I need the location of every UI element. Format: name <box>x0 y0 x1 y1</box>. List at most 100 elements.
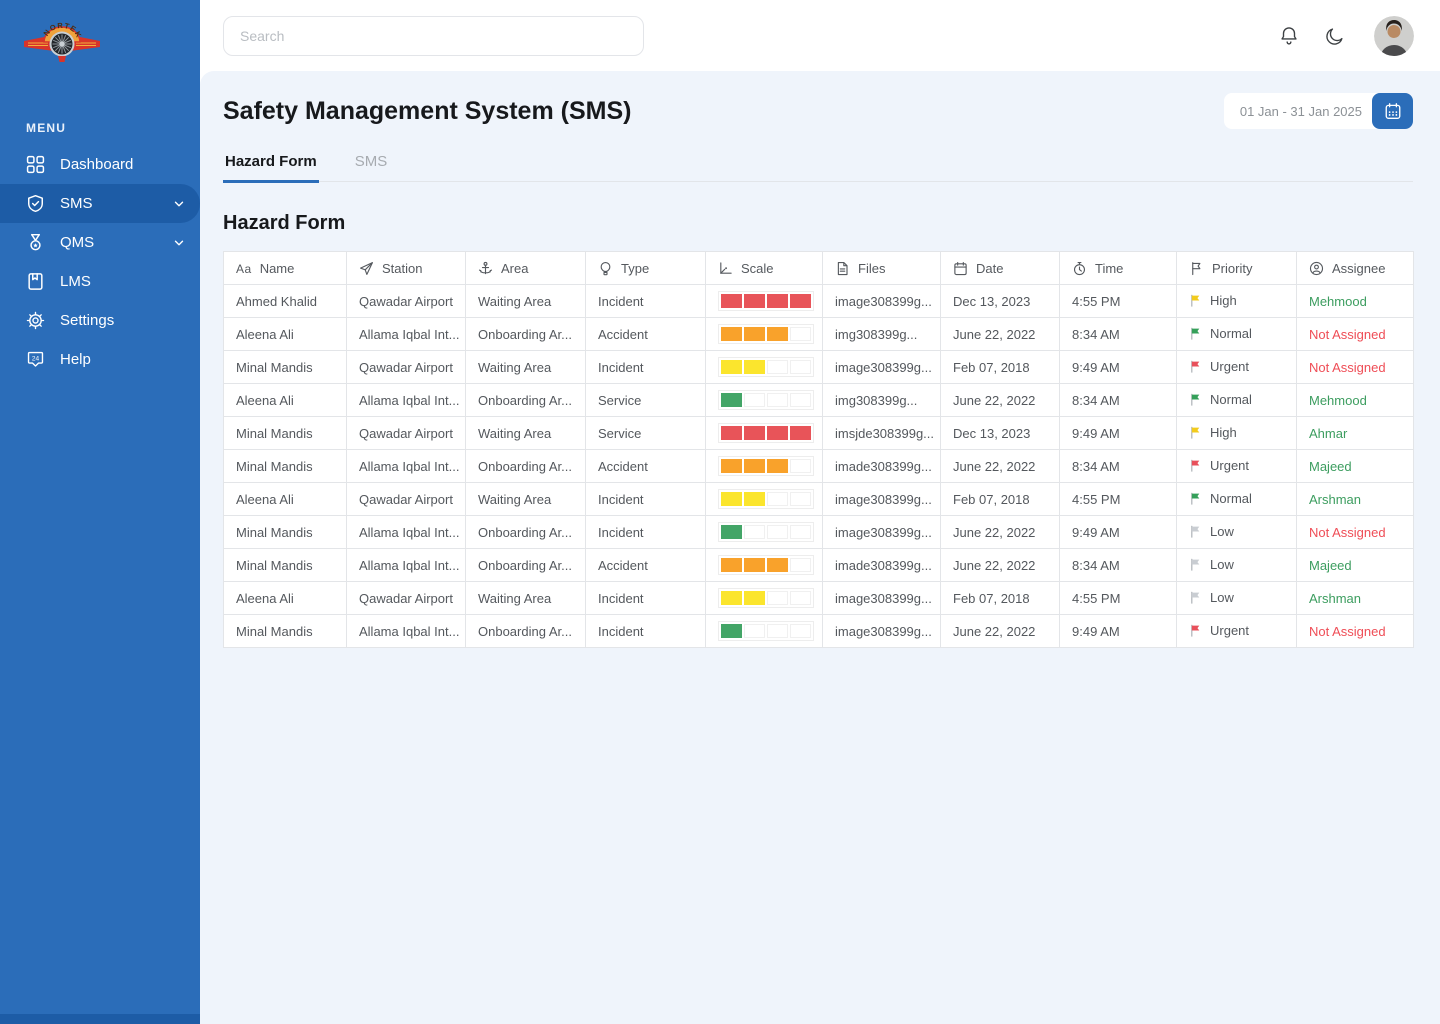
assignee-link[interactable]: Ahmar <box>1309 425 1348 441</box>
file-link[interactable]: image308399g... <box>835 623 932 639</box>
letters-icon: Aa <box>236 261 252 276</box>
sidebar-item-help[interactable]: 24 Help <box>0 340 200 379</box>
file-icon <box>835 261 850 276</box>
assignee-link[interactable]: Arshman <box>1309 491 1362 507</box>
cell-assignee: Majeed <box>1296 548 1414 582</box>
assignee-link[interactable]: Not Assigned <box>1309 326 1386 342</box>
column-header-priority: Priority <box>1176 251 1297 285</box>
date-range-picker[interactable]: 01 Jan - 31 Jan 2025 <box>1223 93 1413 129</box>
assignee-link[interactable]: Mehmood <box>1309 293 1367 309</box>
tab-sms[interactable]: SMS <box>354 153 388 170</box>
bell-icon[interactable] <box>1276 23 1302 49</box>
cell-priority: Low <box>1176 581 1297 615</box>
sidebar-item-label: Help <box>60 351 91 368</box>
cell-assignee: Mehmood <box>1296 284 1414 318</box>
priority-flag-icon <box>1191 393 1200 406</box>
table-row[interactable]: Minal Mandis Qawadar Airport Waiting Area S… <box>223 416 1414 450</box>
file-link[interactable]: image308399g... <box>835 590 932 606</box>
file-link[interactable]: image308399g... <box>835 524 932 540</box>
cell-type: Accident <box>585 317 706 351</box>
search-input[interactable] <box>223 15 644 56</box>
menu-label: MENU <box>26 121 67 135</box>
cell-time: 8:34 AM <box>1059 383 1177 417</box>
cell-date: June 22, 2022 <box>940 317 1060 351</box>
cell-assignee: Ahmar <box>1296 416 1414 450</box>
column-header-time: Time <box>1059 251 1177 285</box>
file-link[interactable]: img308399g... <box>835 392 918 408</box>
table-row[interactable]: Minal Mandis Qawadar Airport Waiting Area I… <box>223 350 1414 384</box>
file-link[interactable]: image308399g... <box>835 359 932 375</box>
cell-time: 4:55 PM <box>1059 284 1177 318</box>
cell-type: Incident <box>585 350 706 384</box>
cell-name: Minal Mandis <box>223 449 347 483</box>
cell-scale <box>705 581 823 615</box>
column-header-name: Aa Name <box>223 251 347 285</box>
assignee-link[interactable]: Mehmood <box>1309 392 1367 408</box>
scale-segment <box>721 459 742 473</box>
scale-segment <box>721 360 742 374</box>
assignee-link[interactable]: Not Assigned <box>1309 359 1386 375</box>
file-link[interactable]: imsjde308399g... <box>835 425 935 441</box>
scale-segment <box>744 591 765 605</box>
sidebar-item-label: Settings <box>60 312 115 329</box>
cell-type: Service <box>585 416 706 450</box>
cell-date: Dec 13, 2023 <box>940 416 1060 450</box>
calendar-button[interactable] <box>1372 93 1413 129</box>
plane-icon <box>359 261 374 276</box>
priority-flag-icon <box>1191 294 1200 307</box>
table-row[interactable]: Minal Mandis Allama Iqbal Int... Onboardin… <box>223 515 1414 549</box>
cell-station: Allama Iqbal Int... <box>346 317 466 351</box>
cell-date: June 22, 2022 <box>940 614 1060 648</box>
sidebar-item-qms[interactable]: QMS <box>0 223 200 262</box>
cell-type: Incident <box>585 284 706 318</box>
cell-assignee: Not Assigned <box>1296 317 1414 351</box>
table-row[interactable]: Aleena Ali Allama Iqbal Int... Onboarding … <box>223 383 1414 417</box>
table-row[interactable]: Ahmed Khalid Qawadar Airport Waiting Area I… <box>223 284 1414 318</box>
assignee-link[interactable]: Not Assigned <box>1309 524 1386 540</box>
sidebar-item-dashboard[interactable]: Dashboard <box>0 145 200 184</box>
scale-segment <box>744 426 765 440</box>
cell-priority: Urgent <box>1176 449 1297 483</box>
cell-station: Qawadar Airport <box>346 581 466 615</box>
scale-bar <box>718 291 814 311</box>
table-row[interactable]: Minal Mandis Allama Iqbal Int... Onboardin… <box>223 449 1414 483</box>
assignee-link[interactable]: Majeed <box>1309 458 1352 474</box>
cell-files: imade308399g... <box>822 449 941 483</box>
sidebar-item-lms[interactable]: LMS <box>0 262 200 301</box>
assignee-link[interactable]: Not Assigned <box>1309 623 1386 639</box>
priority-flag-icon <box>1191 591 1200 604</box>
cell-files: image308399g... <box>822 515 941 549</box>
grid-icon <box>26 155 45 174</box>
scale-segment <box>767 294 788 308</box>
cell-date: June 22, 2022 <box>940 515 1060 549</box>
priority-flag-icon <box>1191 492 1200 505</box>
calendar-icon <box>1385 103 1400 119</box>
table-row[interactable]: Minal Mandis Allama Iqbal Int... Onboardin… <box>223 548 1414 582</box>
tab-hazard-form[interactable]: Hazard Form <box>223 153 319 183</box>
table-row[interactable]: Aleena Ali Allama Iqbal Int... Onboarding … <box>223 317 1414 351</box>
cell-date: Feb 07, 2018 <box>940 350 1060 384</box>
sidebar-item-settings[interactable]: Settings <box>0 301 200 340</box>
assignee-link[interactable]: Majeed <box>1309 557 1352 573</box>
cell-type: Incident <box>585 614 706 648</box>
cell-type: Service <box>585 383 706 417</box>
section-title: Hazard Form <box>223 212 346 234</box>
file-link[interactable]: img308399g... <box>835 326 918 342</box>
file-link[interactable]: image308399g... <box>835 293 932 309</box>
cell-assignee: Not Assigned <box>1296 614 1414 648</box>
scale-segment <box>767 327 788 341</box>
assignee-link[interactable]: Arshman <box>1309 590 1362 606</box>
table-row[interactable]: Aleena Ali Qawadar Airport Waiting Area Inc… <box>223 482 1414 516</box>
moon-icon[interactable] <box>1322 23 1348 49</box>
file-link[interactable]: image308399g... <box>835 491 932 507</box>
column-header-assignee: Assignee <box>1296 251 1414 285</box>
cell-type: Incident <box>585 581 706 615</box>
scale-segment <box>721 492 742 506</box>
table-row[interactable]: Aleena Ali Qawadar Airport Waiting Area Inc… <box>223 581 1414 615</box>
table-row[interactable]: Minal Mandis Allama Iqbal Int... Onboardin… <box>223 614 1414 648</box>
sidebar-item-sms[interactable]: SMS <box>0 184 200 223</box>
scale-segment <box>790 426 811 440</box>
file-link[interactable]: imade308399g... <box>835 458 932 474</box>
user-avatar[interactable] <box>1374 15 1414 56</box>
file-link[interactable]: imade308399g... <box>835 557 932 573</box>
